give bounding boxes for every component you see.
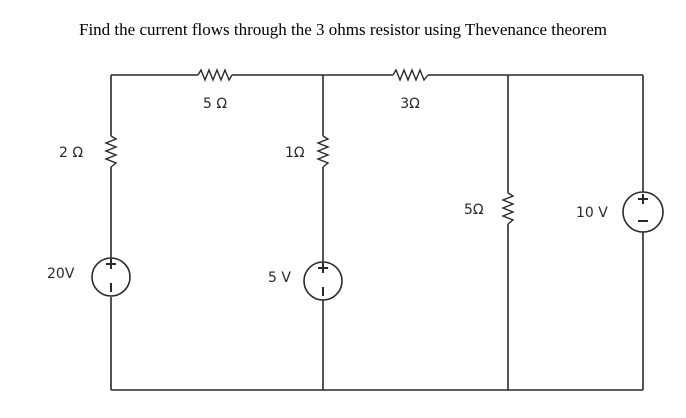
label-resistor-5-ohm-right: 5Ω bbox=[464, 202, 484, 218]
label-resistor-3-ohm-top: 3Ω bbox=[400, 96, 420, 112]
label-voltage-10v: 10 V bbox=[576, 205, 608, 221]
label-voltage-20v: 20V bbox=[47, 266, 75, 282]
label-voltage-5v: 5 V bbox=[268, 270, 291, 286]
resistor-5-ohm-right bbox=[501, 192, 515, 225]
label-resistor-5-ohm-top: 5 Ω bbox=[203, 96, 227, 112]
voltage-source-20v bbox=[91, 257, 131, 297]
resistor-5-ohm-top bbox=[197, 68, 233, 82]
resistor-1-ohm-middle bbox=[316, 135, 330, 168]
voltage-source-10v bbox=[622, 191, 664, 233]
resistor-2-ohm-left bbox=[104, 135, 118, 168]
question-text: Find the current flows through the 3 ohm… bbox=[79, 20, 607, 39]
label-resistor-2-ohm-left: 2 Ω bbox=[59, 145, 83, 161]
voltage-source-5v bbox=[303, 261, 343, 301]
resistor-3-ohm-top bbox=[392, 68, 429, 82]
label-resistor-1-ohm-middle: 1Ω bbox=[285, 145, 305, 161]
